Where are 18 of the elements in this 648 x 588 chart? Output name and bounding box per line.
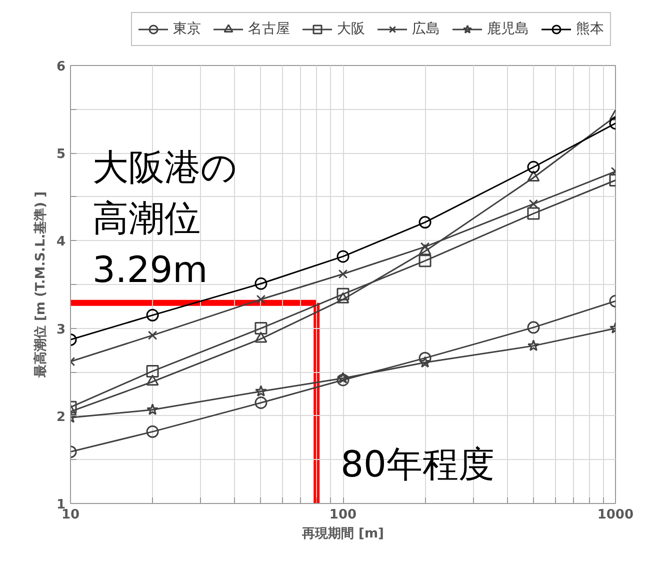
y-tick-label: 6 [56, 60, 66, 74]
x-tick-label: 1000 [597, 508, 634, 522]
legend-label: 東京 [173, 20, 201, 38]
ref-line-label: 大阪港の高潮位3.29m [92, 147, 238, 291]
legend-label: 広島 [412, 20, 440, 38]
y-axis-title: 最高潮位 [m (T.M.S.L.基準) ] [32, 191, 48, 379]
ref-line-label: 80年程度 [340, 444, 494, 486]
legend-label: 名古屋 [248, 20, 290, 38]
legend-label: 熊本 [576, 20, 604, 38]
y-tick-label: 5 [56, 147, 66, 162]
y-tick-label: 3 [56, 322, 66, 338]
y-tick-label: 2 [56, 410, 66, 425]
y-tick-label: 4 [56, 234, 66, 250]
legend-label: 鹿児島 [487, 20, 529, 38]
x-tick-label: 10 [61, 508, 80, 522]
legend-label: 大阪 [337, 20, 365, 38]
x-tick-label: 100 [329, 508, 357, 522]
x-axis-title: 再現期間 [m] [301, 526, 384, 542]
